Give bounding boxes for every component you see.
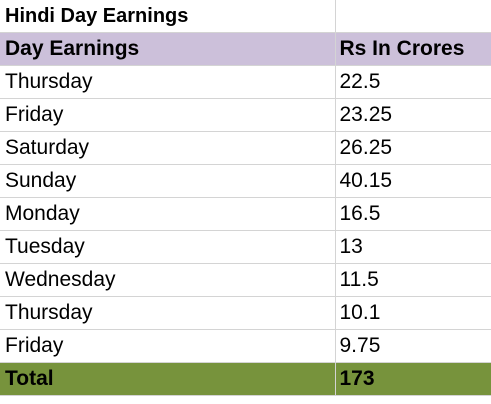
table-row: Friday 9.75 — [0, 329, 491, 363]
header-row: Day Earnings Rs In Crores — [0, 32, 491, 66]
amount-cell[interactable]: 40.15 — [335, 164, 491, 198]
table-row: Tuesday 13 — [0, 230, 491, 264]
amount-cell[interactable]: 10.1 — [335, 296, 491, 330]
title-row: Hindi Day Earnings — [0, 0, 491, 33]
header-day-cell[interactable]: Day Earnings — [0, 32, 336, 66]
table-row: Friday 23.25 — [0, 98, 491, 132]
title-cell[interactable]: Hindi Day Earnings — [0, 0, 336, 33]
total-label-cell[interactable]: Total — [0, 362, 336, 396]
header-amount-cell[interactable]: Rs In Crores — [335, 32, 491, 66]
day-cell[interactable]: Thursday — [0, 296, 336, 330]
table-row: Sunday 40.15 — [0, 164, 491, 198]
day-cell[interactable]: Sunday — [0, 164, 336, 198]
amount-cell[interactable]: 26.25 — [335, 131, 491, 165]
amount-cell[interactable]: 11.5 — [335, 263, 491, 297]
day-cell[interactable]: Friday — [0, 329, 336, 363]
table-row: Saturday 26.25 — [0, 131, 491, 165]
day-cell[interactable]: Tuesday — [0, 230, 336, 264]
day-cell[interactable]: Friday — [0, 98, 336, 132]
amount-cell[interactable]: 13 — [335, 230, 491, 264]
day-cell[interactable]: Saturday — [0, 131, 336, 165]
table-row: Thursday 10.1 — [0, 296, 491, 330]
amount-cell[interactable]: 23.25 — [335, 98, 491, 132]
amount-cell[interactable]: 16.5 — [335, 197, 491, 231]
amount-cell[interactable]: 22.5 — [335, 65, 491, 99]
table-row: Monday 16.5 — [0, 197, 491, 231]
table-row: Wednesday 11.5 — [0, 263, 491, 297]
empty-cell[interactable] — [335, 0, 491, 33]
table-row: Thursday 22.5 — [0, 65, 491, 99]
total-row: Total 173 — [0, 362, 491, 396]
day-cell[interactable]: Thursday — [0, 65, 336, 99]
amount-cell[interactable]: 9.75 — [335, 329, 491, 363]
total-amount-cell[interactable]: 173 — [335, 362, 491, 396]
day-cell[interactable]: Wednesday — [0, 263, 336, 297]
day-cell[interactable]: Monday — [0, 197, 336, 231]
